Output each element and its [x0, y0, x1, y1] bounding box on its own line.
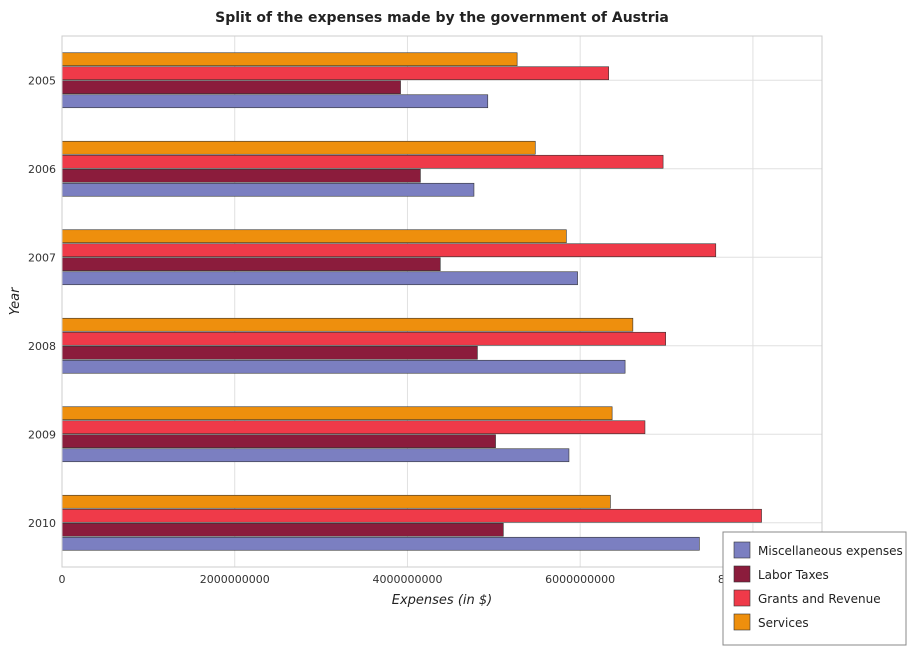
y-tick-label: 2010 [28, 517, 56, 530]
bar-grants-and-revenue-2008 [61, 331, 666, 346]
legend-swatch [733, 589, 751, 607]
x-tick-label: 6000000000 [545, 573, 615, 586]
legend: Miscellaneous expenses Labor Taxes Grants … [722, 531, 907, 646]
y-tick-label: 2007 [28, 251, 56, 264]
bar-grants-and-revenue-2007 [61, 243, 717, 258]
bar-grants-and-revenue-2009 [61, 420, 646, 435]
bar-grants-and-revenue-2010 [61, 508, 762, 523]
legend-swatch [733, 613, 751, 631]
bar-grants-and-revenue-2005 [61, 66, 609, 81]
bar-services-2006 [61, 140, 536, 155]
grid-lines [61, 36, 822, 567]
bar-miscellaneous-expenses-2010 [61, 536, 700, 551]
legend-box [722, 531, 907, 646]
legend-swatch [733, 565, 751, 583]
bar-labor-taxes-2009 [61, 434, 496, 449]
y-axis-label: Year [8, 286, 23, 315]
bar-miscellaneous-expenses-2006 [61, 182, 475, 197]
plot-frame [61, 35, 823, 568]
bar-services-2008 [61, 317, 634, 332]
bar-miscellaneous-expenses-2005 [61, 94, 489, 109]
y-tick-label: 2006 [28, 163, 56, 176]
legend-label: Grants and Revenue [758, 592, 881, 606]
bars [61, 52, 762, 551]
x-tick-label: 2000000000 [200, 573, 270, 586]
bar-miscellaneous-expenses-2009 [61, 448, 570, 463]
x-tick-label: 4000000000 [372, 573, 442, 586]
x-tick-label: 0 [59, 573, 66, 586]
y-tick-label: 2008 [28, 340, 56, 353]
bar-miscellaneous-expenses-2008 [61, 359, 626, 374]
y-tick-label: 2009 [28, 428, 56, 441]
bar-labor-taxes-2008 [61, 345, 478, 360]
bar-services-2007 [61, 229, 567, 244]
bar-services-2005 [61, 52, 518, 67]
bar-labor-taxes-2007 [61, 257, 441, 272]
bar-grants-and-revenue-2006 [61, 154, 664, 169]
legend-swatch [733, 541, 751, 559]
y-axis-ticks: 2005 2006 2007 2008 2009 2010 [28, 74, 56, 530]
bar-miscellaneous-expenses-2007 [61, 271, 578, 286]
y-tick-label: 2005 [28, 74, 56, 87]
bar-labor-taxes-2005 [61, 80, 401, 95]
bar-services-2009 [61, 406, 613, 421]
bar-labor-taxes-2006 [61, 168, 421, 183]
legend-label: Services [758, 616, 809, 630]
bar-labor-taxes-2010 [61, 522, 504, 537]
legend-label: Miscellaneous expenses [758, 544, 903, 558]
bar-services-2010 [61, 494, 611, 509]
legend-label: Labor Taxes [758, 568, 829, 582]
x-axis-label: Expenses (in $) [392, 593, 492, 608]
chart-title: Split of the expenses made by the govern… [215, 10, 669, 26]
x-axis-ticks: 0200000000040000000006000000000800000000… [59, 573, 788, 586]
